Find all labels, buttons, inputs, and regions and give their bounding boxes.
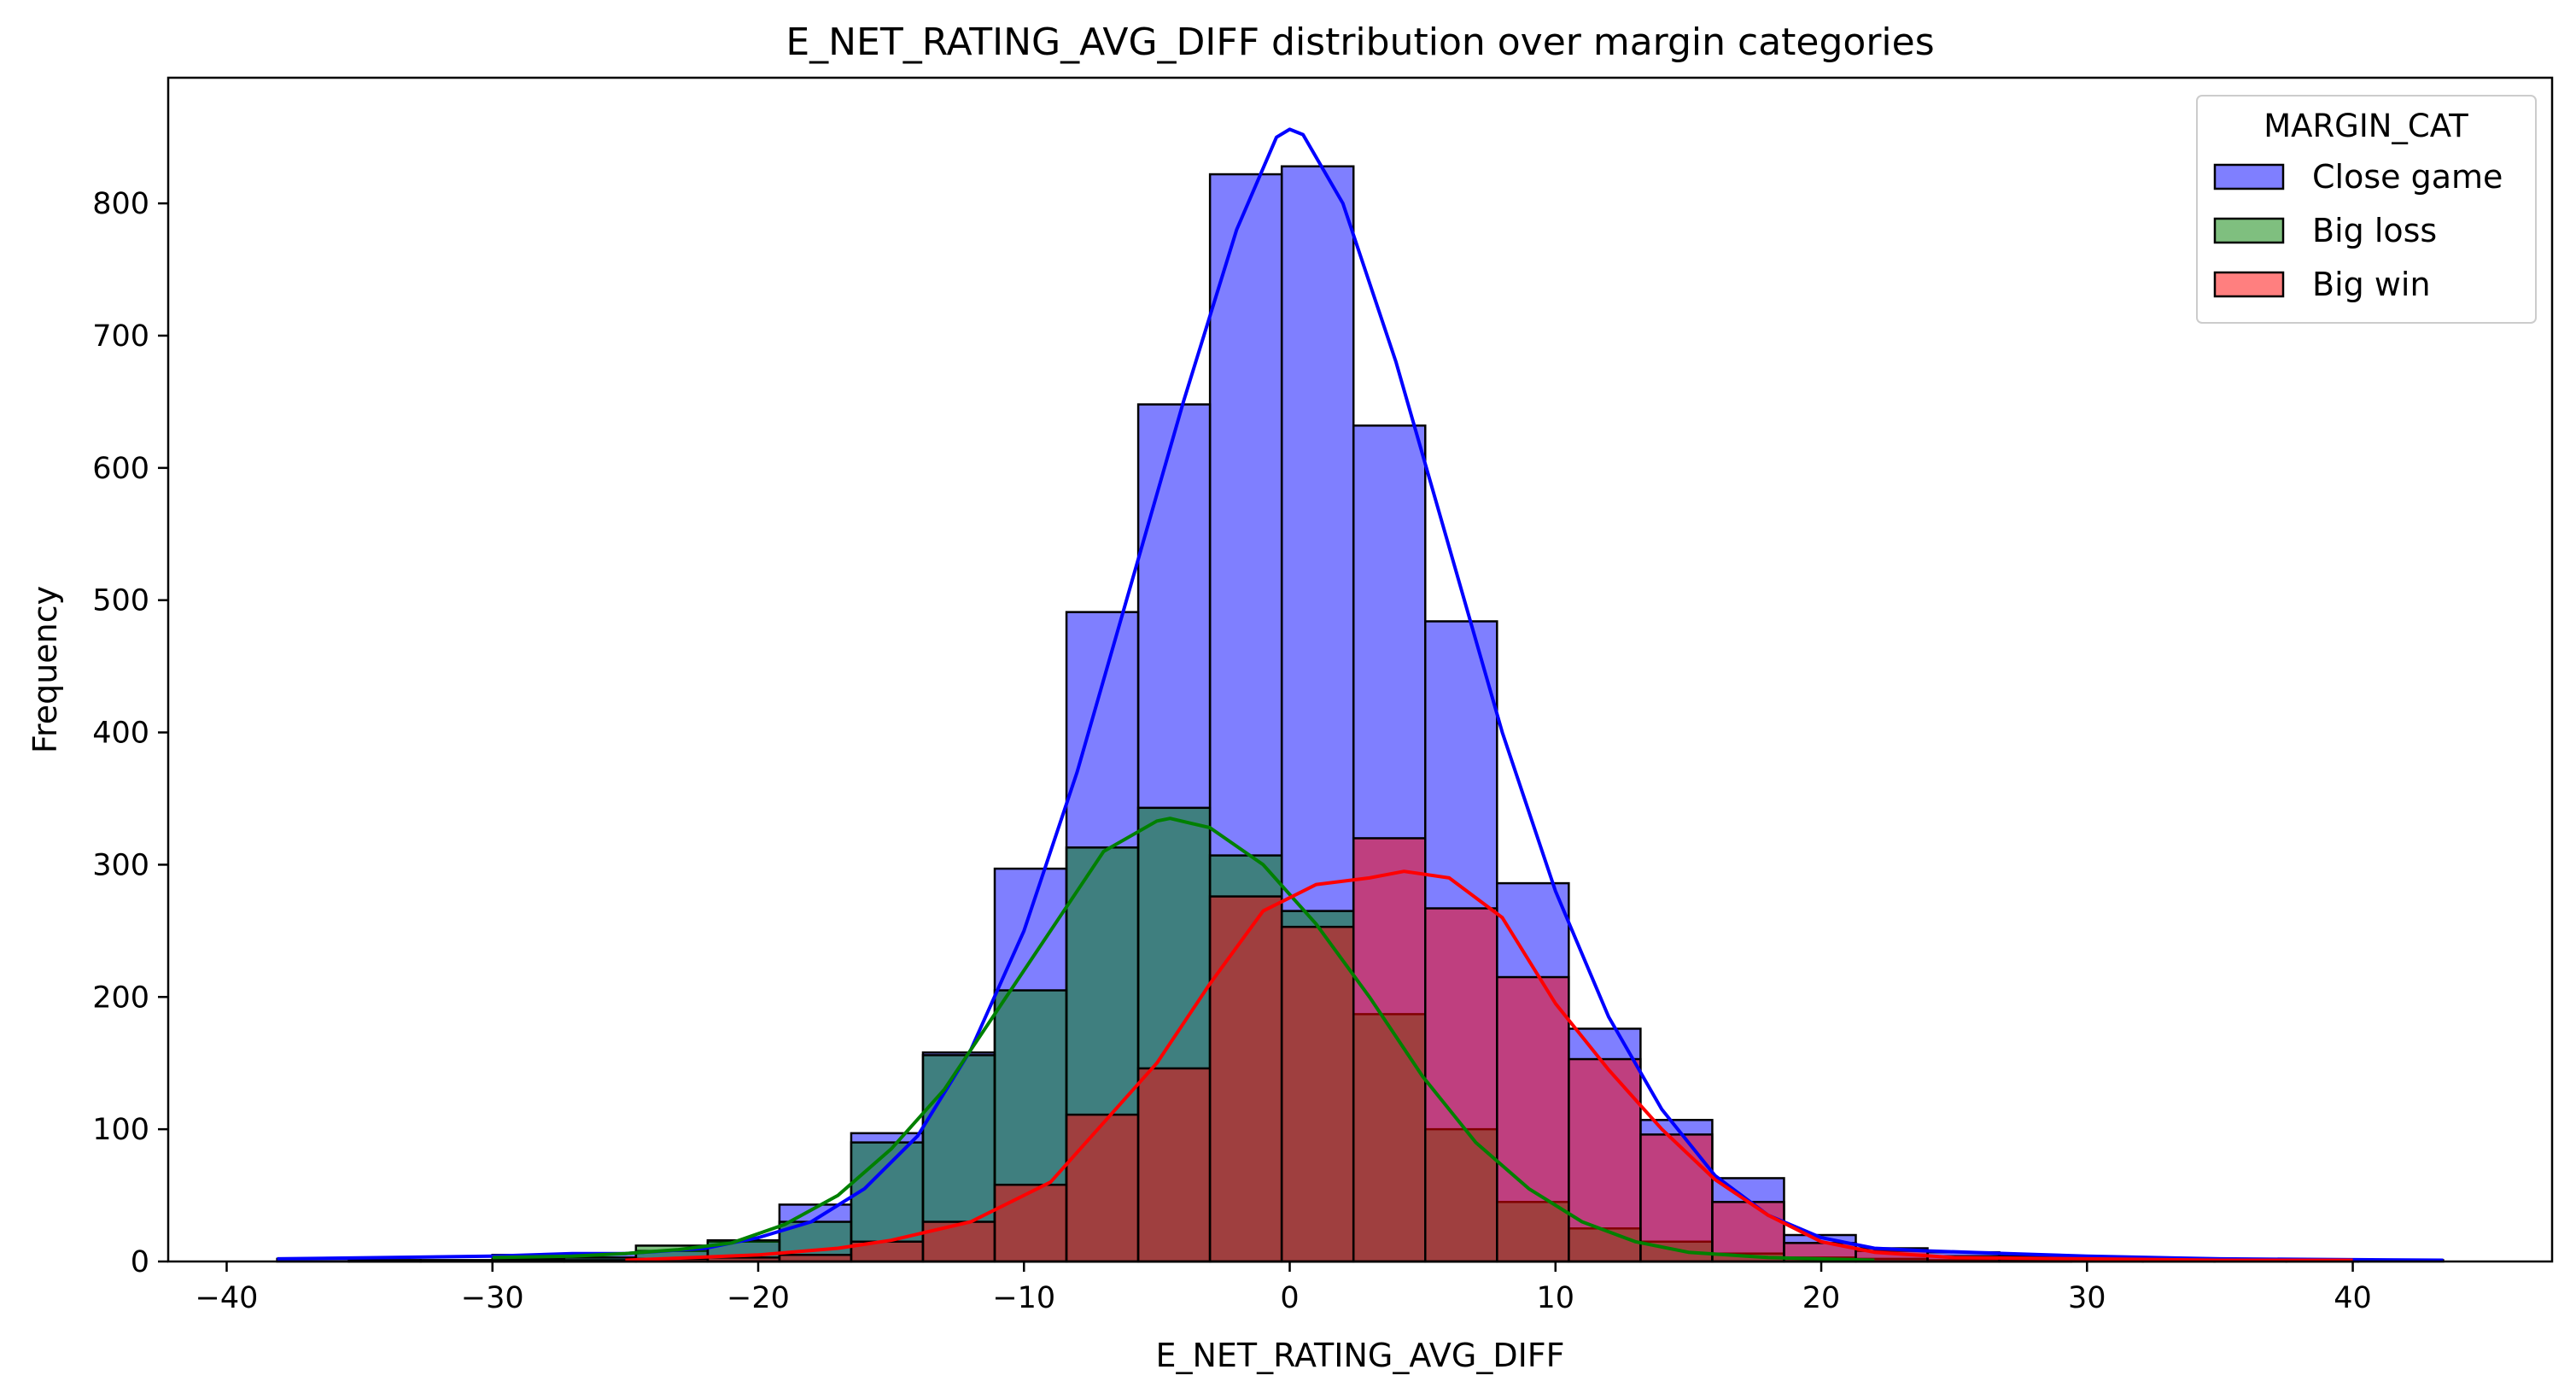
y-axis-label: Frequency bbox=[26, 586, 64, 753]
y-tick-label: 100 bbox=[92, 1113, 149, 1147]
y-tick-label: 800 bbox=[92, 187, 149, 221]
big-loss-legend-label: Big loss bbox=[2312, 212, 2437, 249]
y-tick-label: 700 bbox=[92, 319, 149, 354]
x-tick-label: 10 bbox=[1537, 1281, 1575, 1315]
big-win-bar bbox=[1280, 925, 1355, 1263]
x-tick-label: −30 bbox=[461, 1281, 524, 1315]
y-tick-label: 600 bbox=[92, 452, 149, 486]
big-win-legend-label: Big win bbox=[2312, 266, 2431, 303]
y-tick-label: 200 bbox=[92, 980, 149, 1015]
y-tick-label: 300 bbox=[92, 848, 149, 882]
x-tick-label: 20 bbox=[1802, 1281, 1841, 1315]
close-game-legend-swatch bbox=[2213, 163, 2285, 190]
big-win-bar bbox=[1136, 1067, 1212, 1263]
y-axis-ticks: 0 100 200 300 400 500 600 700 800 bbox=[92, 187, 168, 1279]
big-win-bar bbox=[1639, 1133, 1714, 1263]
big-win-bar bbox=[1496, 975, 1570, 1263]
big-loss-legend-swatch bbox=[2213, 217, 2285, 244]
big-win-legend-swatch bbox=[2213, 271, 2285, 298]
close-game-legend-label: Close game bbox=[2312, 158, 2503, 196]
x-axis-label: E_NET_RATING_AVG_DIFF bbox=[1155, 1337, 1564, 1374]
close-game-kde-line bbox=[277, 127, 2444, 1262]
y-tick-label: 400 bbox=[92, 717, 149, 751]
kde-layer bbox=[277, 127, 2444, 1262]
x-tick-label: 0 bbox=[1280, 1281, 1299, 1315]
y-tick-label: 0 bbox=[131, 1245, 149, 1279]
big-win-bar bbox=[1208, 895, 1283, 1263]
big-win-bar bbox=[993, 1183, 1068, 1263]
legend-entries: Close game Big loss Big win bbox=[2213, 158, 2503, 303]
big-loss-kde-line bbox=[492, 817, 1875, 1262]
axes-frame bbox=[166, 76, 2554, 1263]
legend-title: MARGIN_CAT bbox=[2263, 108, 2468, 144]
big-win-kde-line bbox=[625, 869, 2353, 1262]
x-tick-label: 30 bbox=[2068, 1281, 2106, 1315]
chart-title: E_NET_RATING_AVG_DIFF distribution over … bbox=[786, 20, 1934, 64]
big-win-bar bbox=[1711, 1201, 1785, 1263]
big-win-bar bbox=[1065, 1113, 1140, 1263]
big-win-bar bbox=[1352, 837, 1427, 1263]
big-win-bar bbox=[1424, 907, 1498, 1263]
legend: MARGIN_CAT Close game Big loss Big win bbox=[2196, 95, 2537, 324]
y-tick-label: 500 bbox=[92, 584, 149, 618]
x-tick-label: 40 bbox=[2334, 1281, 2372, 1315]
x-axis-ticks: −40 −30 −20 −10 0 10 20 30 40 bbox=[196, 1261, 2372, 1315]
big-win-bar bbox=[921, 1220, 996, 1263]
legend-box bbox=[2196, 95, 2537, 324]
x-tick-label: −40 bbox=[196, 1281, 259, 1315]
x-tick-label: −10 bbox=[992, 1281, 1055, 1315]
x-tick-label: −20 bbox=[727, 1281, 790, 1315]
